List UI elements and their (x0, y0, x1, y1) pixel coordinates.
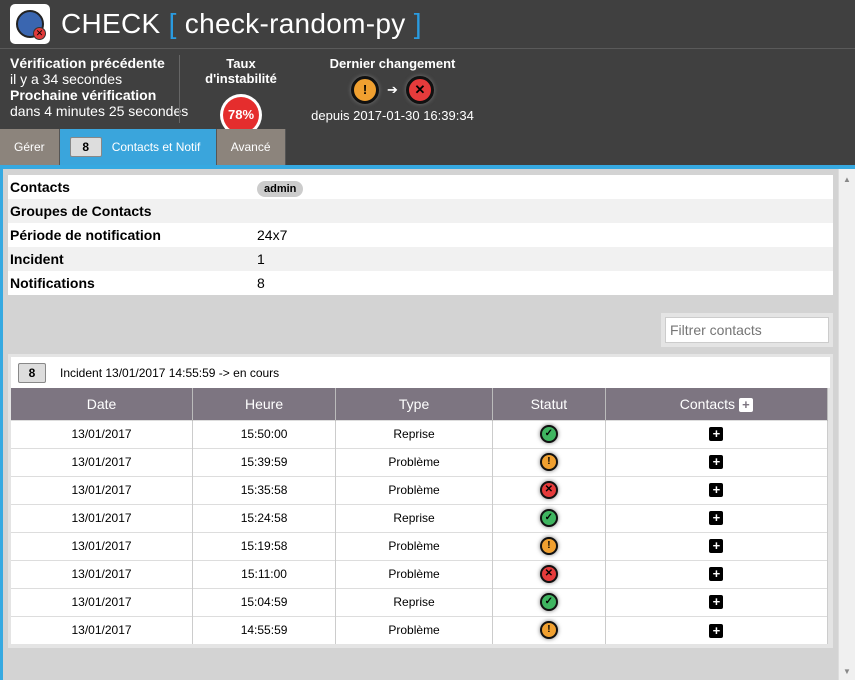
warning-icon: ! (539, 537, 558, 555)
status-cell: ✕ (492, 475, 606, 504)
ok-icon: ✓ (539, 593, 558, 611)
type-cell: Problème (335, 531, 494, 560)
time-cell: 15:24:58 (192, 503, 337, 532)
time-cell: 15:04:59 (192, 587, 337, 616)
show-contacts-button[interactable]: + (709, 511, 724, 526)
type-cell: Reprise (335, 503, 494, 532)
scrollbar[interactable]: ▲ ▼ (838, 169, 855, 680)
header: ✕ CHECK [ check-random-py ] Vérification… (0, 0, 855, 165)
contacts-properties: Contacts admin Groupes de Contacts Périod… (8, 175, 833, 295)
date-cell: 13/01/2017 (11, 503, 194, 532)
status-cell: ✓ (492, 503, 606, 532)
show-contacts-button[interactable]: + (709, 567, 724, 582)
table-row: 13/01/2017 15:19:58 Problème! + (11, 531, 829, 560)
type-cell: Problème (335, 559, 494, 588)
status-cell: ! (492, 447, 606, 476)
time-cell: 15:39:59 (192, 447, 337, 476)
incident-panel: 8 Incident 13/01/2017 14:55:59 -> en cour… (8, 354, 833, 648)
table-row: 13/01/2017 15:39:59 Problème! + (11, 447, 829, 476)
show-contacts-button[interactable]: + (709, 595, 724, 610)
warning-icon: ! (539, 621, 558, 640)
warning-icon: ! (351, 76, 380, 104)
date-cell: 13/01/2017 (11, 559, 194, 588)
date-cell: 13/01/2017 (11, 419, 194, 448)
date-cell: 13/01/2017 (11, 615, 194, 644)
incident-title: Incident 13/01/2017 14:55:59 -> en cours (60, 365, 280, 380)
status-cell: ✕ (492, 559, 606, 588)
ok-icon: ✓ (539, 509, 558, 527)
date-cell: 13/01/2017 (11, 531, 194, 560)
table-row: 13/01/2017 15:24:58 Reprise ✓ + (11, 503, 829, 532)
envelope-icon: 8 (18, 362, 46, 383)
status-cell: ✓ (492, 419, 606, 448)
show-contacts-button[interactable]: + (709, 539, 724, 554)
type-cell: Reprise (335, 587, 494, 616)
tab-gerer[interactable]: Gérer (0, 129, 60, 165)
time-cell: 15:11:00 (192, 559, 337, 588)
critical-icon: ✕ (539, 481, 558, 499)
status-cell: ! (492, 531, 606, 560)
show-contacts-button[interactable]: + (709, 427, 724, 442)
warning-icon: ! (539, 453, 558, 471)
table-row: 13/01/2017 15:04:59 Reprise ✓ + (11, 587, 829, 616)
date-cell: 13/01/2017 (11, 447, 194, 476)
status-cell: ! (492, 615, 606, 644)
type-cell: Problème (335, 475, 494, 504)
check-timing: Vérification précédente il y a 34 seconde… (10, 55, 189, 119)
status-cell: ✓ (492, 587, 606, 616)
show-contacts-button[interactable]: + (709, 623, 724, 638)
table-row: 13/01/2017 14:55:59 Problème! + (11, 615, 829, 644)
table-row: 13/01/2017 15:11:00 Problème ✕ + (11, 559, 829, 588)
time-cell: 15:50:00 (192, 419, 337, 448)
page-title: CHECK [ check-random-py ] (61, 8, 422, 39)
show-contacts-button[interactable]: + (709, 455, 724, 470)
add-contact-all-button[interactable]: + (738, 397, 753, 412)
type-cell: Problème (335, 615, 494, 644)
date-cell: 13/01/2017 (11, 587, 194, 616)
table-row: 13/01/2017 15:35:58 Problème ✕ + (11, 475, 829, 504)
last-change: Dernier changement ! ➔ ✕ depuis 2017-01-30… (311, 56, 474, 123)
show-contacts-button[interactable]: + (709, 483, 724, 498)
date-cell: 13/01/2017 (11, 475, 194, 504)
tab-avance[interactable]: Avancé (216, 129, 286, 165)
time-cell: 15:35:58 (192, 475, 337, 504)
time-cell: 15:19:58 (192, 531, 337, 560)
check-logo-icon: ✕ (10, 4, 50, 44)
critical-icon: ✕ (539, 565, 558, 583)
tab-contacts-notif[interactable]: 8 Contacts et Notif (59, 129, 217, 165)
type-cell: Reprise (335, 419, 494, 448)
envelope-icon: 8 (69, 137, 102, 157)
ok-icon: ✓ (539, 425, 558, 443)
notifications-table: Date Heure Type Statut Contacts + 13/01/201… (11, 388, 829, 644)
critical-icon: ✕ (405, 76, 434, 104)
type-cell: Problème (335, 447, 494, 476)
table-row: 13/01/2017 15:50:00 Reprise ✓ + (11, 419, 829, 448)
filter-contacts-input[interactable] (665, 317, 829, 343)
time-cell: 14:55:59 (192, 615, 337, 644)
instability-rate: Taux d'instabilité 78% (190, 56, 292, 136)
contact-badge[interactable]: admin (257, 181, 304, 197)
